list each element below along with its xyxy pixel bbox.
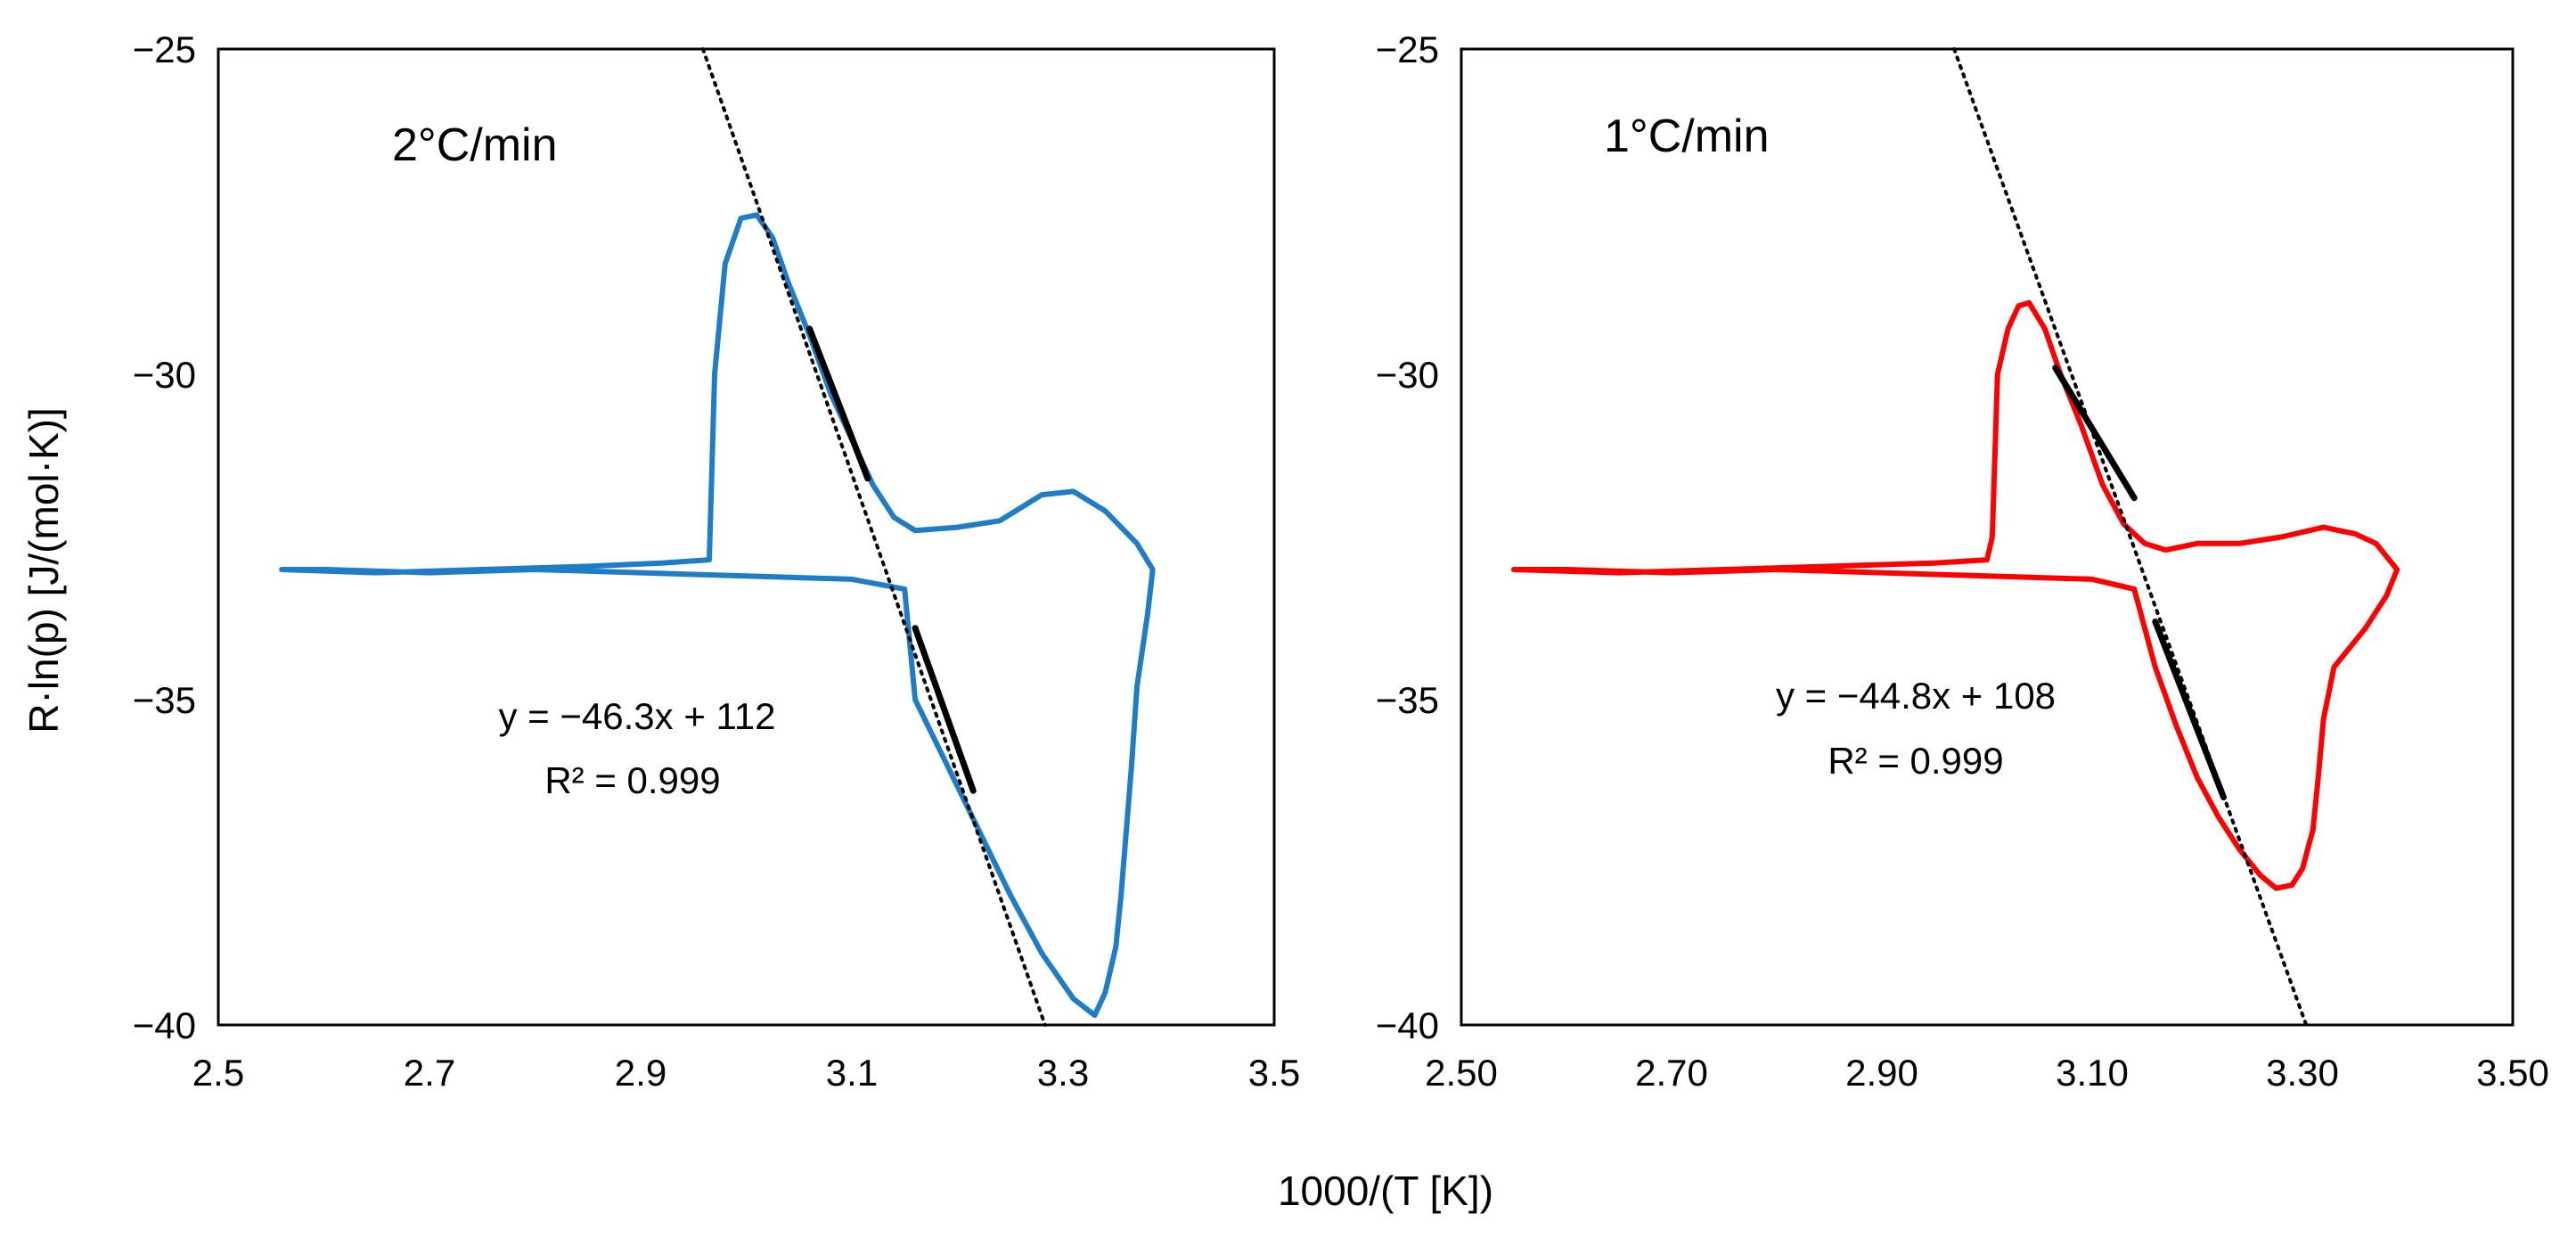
y-tick-label: −40 <box>133 1004 196 1046</box>
plot-marks <box>1511 47 2400 1027</box>
x-tick-label: 3.3 <box>1037 1052 1089 1094</box>
y-tick-labels: −25 −30 −35 −40 <box>133 29 196 1046</box>
fitted-segment <box>2152 618 2227 800</box>
x-tick-label: 3.5 <box>1248 1052 1300 1094</box>
x-tick-labels: 2.5 2.7 2.9 3.1 3.3 3.5 <box>192 1052 1300 1094</box>
chart-panel-2c-per-min: 2.5 2.7 2.9 3.1 3.3 3.5 −25−30−35−40 2°C/min … <box>133 29 1300 1094</box>
x-tick-label: 2.7 <box>404 1052 455 1094</box>
x-tick-label: 2.9 <box>615 1052 666 1094</box>
plot-frame <box>217 47 1276 1027</box>
y-tick-label: −35 <box>1376 679 1439 721</box>
trendline <box>1952 47 2309 1027</box>
panel-title: 2°C/min <box>392 119 558 171</box>
x-axis-title: 1000/(T [K]) <box>1278 1168 1493 1214</box>
x-tick-label: 3.50 <box>2476 1052 2549 1094</box>
x-tick-labels: 2.50 2.70 2.90 3.10 3.30 3.50 <box>1425 1052 2549 1094</box>
x-tick-label: 2.70 <box>1635 1052 1708 1094</box>
y-tick-label: −25 <box>1376 29 1439 70</box>
x-tick-label: 2.50 <box>1425 1052 1498 1094</box>
chart-panel-1c-per-min: 2.50 2.70 2.90 3.10 3.30 3.50 −25 −30 −35 −40 1°… <box>1376 29 2549 1094</box>
x-tick-label: 3.10 <box>2056 1052 2129 1094</box>
y-tick-label: −30 <box>1376 354 1439 396</box>
plot-marks <box>279 47 1156 1027</box>
y-tick-label: −25 <box>133 29 196 70</box>
fitted-segment <box>2052 365 2138 502</box>
fitted-segment <box>912 625 977 794</box>
y-tick-label: −40 <box>1376 1004 1439 1046</box>
x-tick-label: 3.30 <box>2266 1052 2339 1094</box>
fitted-segment <box>806 325 871 482</box>
x-tick-label: 2.5 <box>192 1052 244 1094</box>
y-tick-labels: −25 −30 −35 −40 <box>1376 29 1439 1046</box>
fit-equation: y = −44.8x + 108 <box>1776 675 2056 717</box>
y-axis-title: R·ln(p) [J/(mol·K)] <box>20 407 67 733</box>
fit-equation: y = −46.3x + 112 <box>499 695 776 737</box>
fit-r-squared: R² = 0.999 <box>1828 740 2003 782</box>
data-series-line <box>1511 299 2400 891</box>
y-tick-label: −30 <box>133 354 196 396</box>
x-tick-label: 3.1 <box>826 1052 878 1094</box>
plot-frame <box>1460 47 2515 1027</box>
data-series-line <box>279 212 1156 1019</box>
panel-title: 1°C/min <box>1604 111 1770 162</box>
y-tick-label: −35 <box>133 679 196 721</box>
fit-r-squared: R² = 0.999 <box>544 759 720 801</box>
x-tick-label: 2.90 <box>1845 1052 1918 1094</box>
trendline <box>700 47 1047 1027</box>
